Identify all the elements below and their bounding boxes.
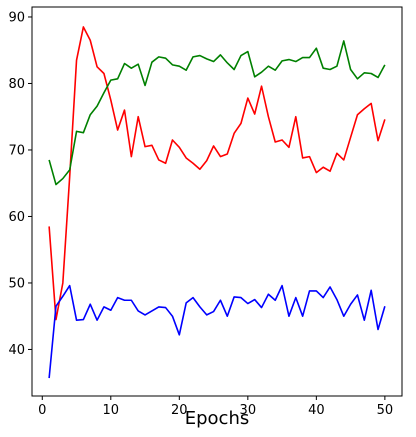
- x-axis-title: Epochs: [185, 408, 250, 429]
- series-layer: [48, 26, 386, 379]
- y-axis: 40 50 60 70 80 90: [8, 10, 32, 358]
- y-tick-label: 40: [8, 343, 25, 358]
- y-tick-label: 90: [8, 10, 25, 25]
- x-tick-label: 40: [308, 403, 325, 418]
- x-tick-label: 30: [240, 403, 257, 418]
- x-axis: 0 10 20 30 40 50: [38, 396, 393, 418]
- x-tick-label: 50: [377, 403, 394, 418]
- plot-frame: [31, 6, 403, 397]
- y-tick-label: 60: [8, 210, 25, 225]
- y-tick-label: 50: [8, 276, 25, 291]
- x-tick-label: 10: [103, 403, 120, 418]
- series-line-3: [48, 284, 386, 379]
- x-tick-label: 0: [38, 403, 46, 418]
- y-tick-label: 80: [8, 77, 25, 92]
- x-tick-label: 20: [171, 403, 188, 418]
- y-tick-label: 70: [8, 143, 25, 158]
- series-line-2: [48, 40, 386, 186]
- series-line-1: [48, 26, 386, 321]
